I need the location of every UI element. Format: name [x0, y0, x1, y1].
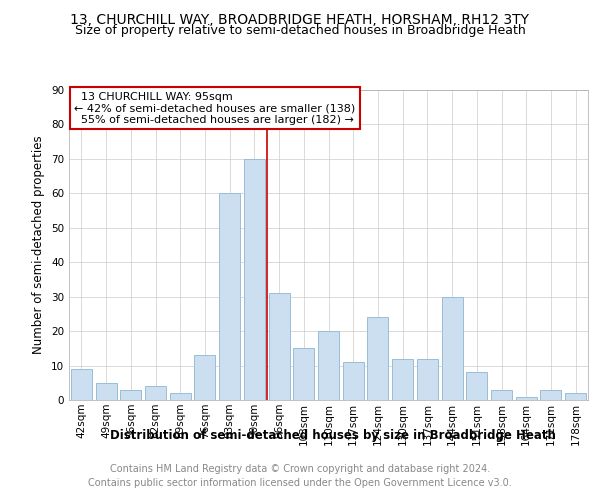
- Bar: [269, 293, 290, 400]
- Bar: [318, 331, 339, 400]
- Text: Contains HM Land Registry data © Crown copyright and database right 2024.
Contai: Contains HM Land Registry data © Crown c…: [88, 464, 512, 487]
- Bar: [541, 390, 562, 400]
- Bar: [442, 296, 463, 400]
- Bar: [516, 396, 537, 400]
- Bar: [565, 393, 586, 400]
- Bar: [491, 390, 512, 400]
- Bar: [194, 355, 215, 400]
- Bar: [219, 194, 240, 400]
- Bar: [466, 372, 487, 400]
- Bar: [293, 348, 314, 400]
- Bar: [71, 369, 92, 400]
- Text: Distribution of semi-detached houses by size in Broadbridge Heath: Distribution of semi-detached houses by …: [110, 428, 556, 442]
- Bar: [244, 159, 265, 400]
- Text: 13, CHURCHILL WAY, BROADBRIDGE HEATH, HORSHAM, RH12 3TY: 13, CHURCHILL WAY, BROADBRIDGE HEATH, HO…: [71, 12, 530, 26]
- Bar: [120, 390, 141, 400]
- Bar: [367, 318, 388, 400]
- Bar: [417, 358, 438, 400]
- Text: Size of property relative to semi-detached houses in Broadbridge Heath: Size of property relative to semi-detach…: [74, 24, 526, 37]
- Text: 13 CHURCHILL WAY: 95sqm
← 42% of semi-detached houses are smaller (138)
  55% of: 13 CHURCHILL WAY: 95sqm ← 42% of semi-de…: [74, 92, 355, 124]
- Bar: [145, 386, 166, 400]
- Bar: [170, 393, 191, 400]
- Bar: [392, 358, 413, 400]
- Y-axis label: Number of semi-detached properties: Number of semi-detached properties: [32, 136, 46, 354]
- Bar: [343, 362, 364, 400]
- Bar: [95, 383, 116, 400]
